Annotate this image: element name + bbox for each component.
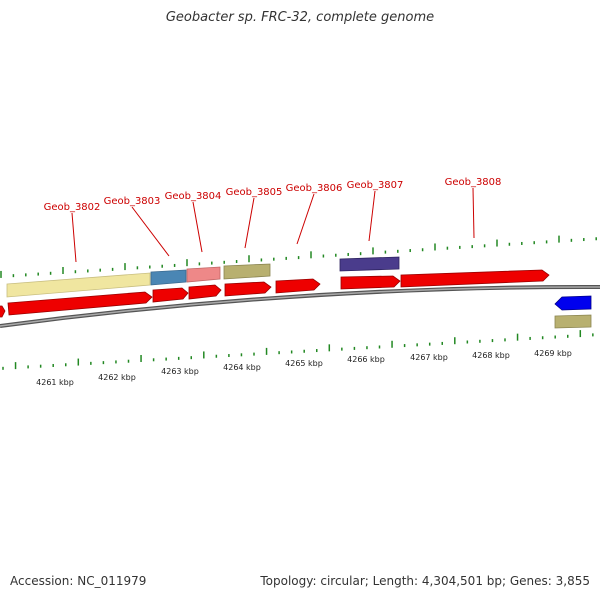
label-leader-line [131,206,170,257]
feature-bar-yellow[interactable] [6,272,151,298]
accession-text: Accession: NC_011979 [10,574,147,588]
label-leader-line [472,187,475,239]
gene-label[interactable]: Geob_3803 [104,196,161,207]
gene-label[interactable]: Geob_3807 [347,180,404,191]
axis-label: 4268 kbp [472,351,510,360]
axis-label: 4266 kbp [347,355,385,364]
gene-label[interactable]: Geob_3806 [286,183,343,194]
label-leader-line [192,201,203,253]
label-leader-line [244,197,255,249]
axis-label: 4264 kbp [223,363,261,372]
feature-bar-olive[interactable] [223,263,271,280]
axis-label: 4263 kbp [161,367,199,376]
feature-bar-purple[interactable] [339,256,400,272]
cds-arrow-geob-3808[interactable] [400,269,550,288]
cds-arrow-reverse[interactable] [554,295,592,311]
axis-label: 4267 kbp [410,353,448,362]
cds-arrow-geob-3804[interactable] [188,284,222,300]
axis-label: 4269 kbp [534,349,572,358]
axis-label: 4261 kbp [36,378,74,387]
cds-arrow-geob-3803[interactable] [152,287,189,303]
cds-arrow-geob-3802[interactable] [7,291,153,316]
gene-label[interactable]: Geob_3808 [445,177,502,188]
cds-arrow-left-stub[interactable] [0,305,6,318]
label-leaders [71,187,475,263]
feature-bar-pink[interactable] [186,266,221,283]
axis-label: 4262 kbp [98,373,136,382]
gene-label[interactable]: Geob_3804 [165,191,222,202]
axis-labels: 4261 kbp 4262 kbp 4263 kbp 4264 kbp 4265 kbp… [36,349,572,387]
genome-backbone-highlight [0,286,600,327]
cds-arrow-geob-3805[interactable] [224,281,272,297]
label-leader-line [71,212,77,263]
axis-label: 4265 kbp [285,359,323,368]
label-leader-line [296,193,315,245]
gene-label[interactable]: Geob_3802 [44,202,101,213]
genome-summary-text: Topology: circular; Length: 4,304,501 bp… [260,574,590,588]
map-title: Geobacter sp. FRC-32, complete genome [165,10,435,25]
feature-bar-blue[interactable] [150,269,187,286]
inner-tick-track [2,330,594,370]
label-leader-line [368,190,376,242]
feature-bars [6,256,592,329]
outer-tick-track [0,235,597,278]
forward-cds-track [0,269,550,318]
gene-label[interactable]: Geob_3805 [226,187,283,198]
feature-bar-olive-lower[interactable] [554,314,592,329]
cds-arrow-geob-3806[interactable] [275,278,321,294]
cds-arrow-geob-3807[interactable] [340,275,401,290]
